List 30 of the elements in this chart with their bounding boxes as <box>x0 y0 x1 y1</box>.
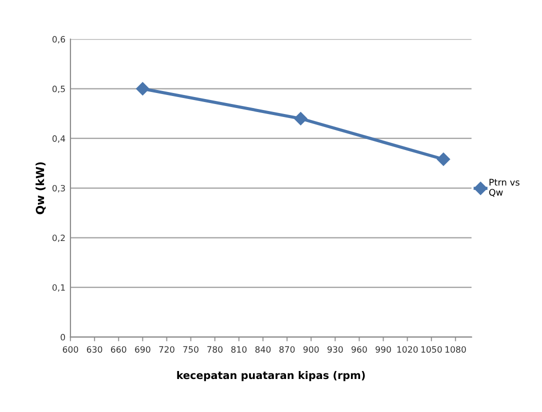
x-tick-label: 1050 <box>421 346 442 353</box>
point <box>436 152 450 166</box>
point <box>294 112 308 126</box>
x-tick-label: 990 <box>376 346 391 353</box>
x-tick-label: 690 <box>135 346 150 353</box>
x-tick-label: 630 <box>86 346 102 353</box>
y-tick-label: 0,1 <box>52 284 65 292</box>
x-tick-label: 750 <box>183 346 198 353</box>
x-tick-label: 900 <box>303 346 319 353</box>
x-axis-title: kecepatan puataran kipas (rpm) <box>177 371 365 382</box>
x-tick-label: 1020 <box>397 346 418 353</box>
y-tick-label: 0,2 <box>52 234 65 242</box>
x-tick-label: 1080 <box>445 346 466 353</box>
y-tick-label: 0,3 <box>52 184 65 192</box>
x-tick-label: 720 <box>159 346 174 353</box>
x-tick-label: 600 <box>62 346 78 353</box>
x-tick-label: 660 <box>110 346 126 353</box>
x-tick-label: 870 <box>279 346 295 353</box>
y-tick-label: 0 <box>60 334 66 340</box>
y-tick-label: 0,5 <box>52 86 65 94</box>
point <box>136 82 150 96</box>
y-tick-label: 0,4 <box>52 135 66 143</box>
y-tick-label: 0,6 <box>52 36 66 44</box>
y-axis-title: Qw (kW) <box>36 162 46 214</box>
x-tick-label: 960 <box>352 346 367 353</box>
x-tick-label: 810 <box>231 346 247 353</box>
x-tick-label: 840 <box>255 346 271 353</box>
x-tick-label: 780 <box>207 346 222 353</box>
x-tick-label: 930 <box>327 346 343 353</box>
legend-label: Ptrn vs Qw <box>489 178 520 197</box>
